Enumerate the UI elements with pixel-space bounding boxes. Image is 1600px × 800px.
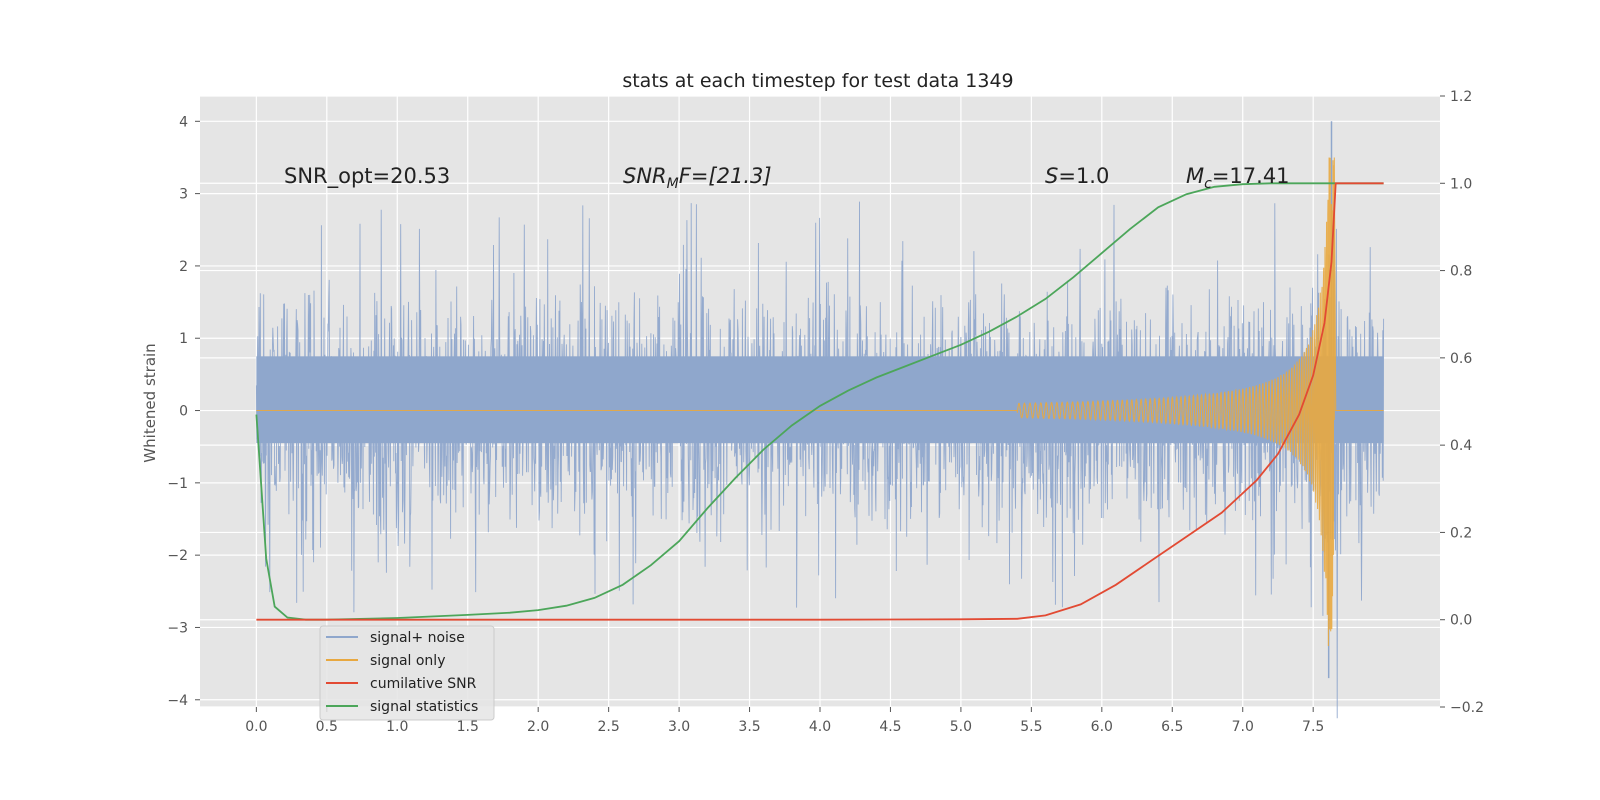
signal-statistics-line — [255, 182, 1384, 621]
s-symbol: S — [1045, 164, 1058, 188]
s-value: =1.0 — [1058, 164, 1109, 188]
x-tick-label: 6.0 — [1091, 719, 1113, 735]
x-tick-label: 0.5 — [316, 719, 338, 735]
x-tick-label: 1.5 — [457, 719, 479, 735]
x-tick-label: 7.0 — [1232, 719, 1254, 735]
y-tick-label: −4 — [167, 693, 188, 709]
snr-mf-annotation: SNRMF=[21.3] — [623, 164, 772, 192]
x-tick-label: 3.0 — [668, 719, 690, 735]
y-tick-label: 0 — [179, 404, 188, 420]
y-axis-ticks: 4 3 2 1 0 −1 −2 −3 −4 — [167, 114, 200, 709]
x-tick-label: 6.5 — [1161, 719, 1183, 735]
x-tick-label: 2.5 — [598, 719, 620, 735]
legend-label-signal-noise: signal+ noise — [370, 630, 465, 646]
y-tick-label: −1 — [167, 476, 188, 492]
x-tick-label: 2.0 — [527, 719, 549, 735]
x-tick-label: 3.5 — [738, 719, 760, 735]
mc-base: M — [1186, 164, 1204, 188]
snr-mf-rest: F=[21.3] — [679, 164, 772, 188]
x-tick-label: 5.0 — [950, 719, 972, 735]
x-tick-label: 5.5 — [1020, 719, 1042, 735]
x-tick-label: 4.0 — [809, 719, 831, 735]
right-tick-label: 1.2 — [1450, 89, 1472, 105]
right-tick-label: −0.2 — [1450, 700, 1484, 716]
right-tick-label: 0.6 — [1450, 351, 1472, 367]
y-tick-label: −3 — [167, 620, 188, 636]
y-tick-label: 4 — [179, 114, 188, 130]
signal-only-line — [256, 157, 1384, 647]
x-axis-ticks: 0.0 0.5 1.0 1.5 2.0 2.5 3.0 3.5 4.0 4.5 5.0 5.5 6.0 6… — [245, 707, 1324, 735]
legend: signal+ noise signal only cumilative SNR… — [319, 625, 495, 721]
legend-box — [319, 625, 495, 721]
y-tick-label: 3 — [179, 187, 188, 203]
right-tick-label: 0.8 — [1450, 264, 1472, 280]
signal-noise-series — [255, 121, 1385, 719]
snr-opt-annotation: SNR_opt=20.53 — [284, 164, 450, 189]
mc-value: =17.41 — [1212, 164, 1290, 188]
cumulative-snr-line — [256, 182, 1384, 621]
x-tick-label: 7.5 — [1302, 719, 1324, 735]
legend-label-cumulative-snr: cumilative SNR — [370, 676, 477, 692]
snr-mf-base: SNR — [623, 164, 667, 188]
right-tick-label: 0.4 — [1450, 438, 1472, 454]
y-tick-label: −2 — [167, 548, 188, 564]
statistic-lines — [255, 182, 1384, 621]
x-tick-label: 1.0 — [386, 719, 408, 735]
signal-only-series — [256, 157, 1384, 647]
legend-label-signal-statistics: signal statistics — [370, 699, 478, 715]
right-tick-label: 0.2 — [1450, 525, 1472, 541]
mc-annotation: Mc=17.41 — [1186, 164, 1290, 192]
mc-subscript: c — [1204, 176, 1212, 192]
y-axis-label: Whitened strain — [141, 343, 159, 462]
s-annotation: S=1.0 — [1045, 164, 1109, 188]
y-tick-label: 2 — [179, 259, 188, 275]
right-tick-label: 1.0 — [1450, 176, 1472, 192]
right-y-axis-ticks: 1.2 1.0 0.8 0.6 0.4 0.2 0.0 −0.2 — [1440, 89, 1484, 716]
signal-noise-band — [256, 356, 1384, 444]
right-tick-label: 0.0 — [1450, 613, 1472, 629]
legend-label-signal-only: signal only — [370, 653, 445, 669]
y-tick-label: 1 — [179, 331, 188, 347]
chart-title: stats at each timestep for test data 134… — [622, 70, 1013, 92]
x-tick-label: 4.5 — [879, 719, 901, 735]
snr-mf-subscript: M — [667, 176, 679, 192]
x-tick-label: 0.0 — [245, 719, 267, 735]
